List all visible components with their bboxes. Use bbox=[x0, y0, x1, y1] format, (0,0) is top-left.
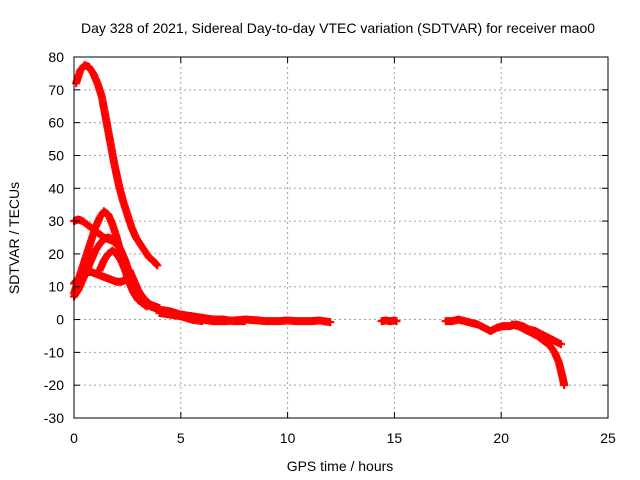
series-pass-1 bbox=[72, 61, 162, 270]
grid-lines bbox=[74, 57, 608, 418]
series-pass-7 bbox=[155, 308, 335, 327]
plot-frame bbox=[73, 56, 609, 419]
y-tick-label: 70 bbox=[48, 82, 64, 98]
data-point bbox=[557, 340, 566, 349]
x-tick-label: 5 bbox=[177, 430, 185, 446]
y-tick-label: 20 bbox=[48, 246, 64, 262]
y-tick-label: 0 bbox=[56, 312, 64, 328]
series-pass-10 bbox=[507, 320, 569, 390]
y-tick-label: 50 bbox=[48, 147, 64, 163]
x-tick-label: 25 bbox=[600, 430, 616, 446]
y-tick-label: -10 bbox=[44, 344, 64, 360]
y-tick-label: 60 bbox=[48, 115, 64, 131]
y-tick-label: -20 bbox=[44, 377, 64, 393]
y-tick-label: 10 bbox=[48, 279, 64, 295]
axis-ticks: 0 5 10 15 20 25 -30 -20 -10 0 10 20 30 40 50 60 70 80 bbox=[44, 49, 616, 446]
series-pass-8 bbox=[377, 316, 401, 326]
chart-title: Day 328 of 2021, Sidereal Day-to-day VTE… bbox=[81, 20, 595, 36]
x-axis-label: GPS time / hours bbox=[287, 458, 394, 474]
y-tick-label: 80 bbox=[48, 49, 64, 65]
data-point bbox=[560, 381, 569, 390]
y-tick-label: 30 bbox=[48, 213, 64, 229]
y-tick-label: -30 bbox=[44, 410, 64, 426]
y-axis-label: SDTVAR / TECUs bbox=[6, 182, 22, 294]
y-tick-label: 40 bbox=[48, 180, 64, 196]
x-tick-label: 15 bbox=[387, 430, 403, 446]
data-point bbox=[326, 318, 335, 327]
data-point bbox=[152, 260, 161, 269]
data-point bbox=[392, 317, 401, 326]
x-tick-label: 20 bbox=[493, 430, 509, 446]
x-tick-label: 0 bbox=[70, 430, 78, 446]
data-point bbox=[153, 261, 162, 270]
x-tick-label: 10 bbox=[280, 430, 296, 446]
